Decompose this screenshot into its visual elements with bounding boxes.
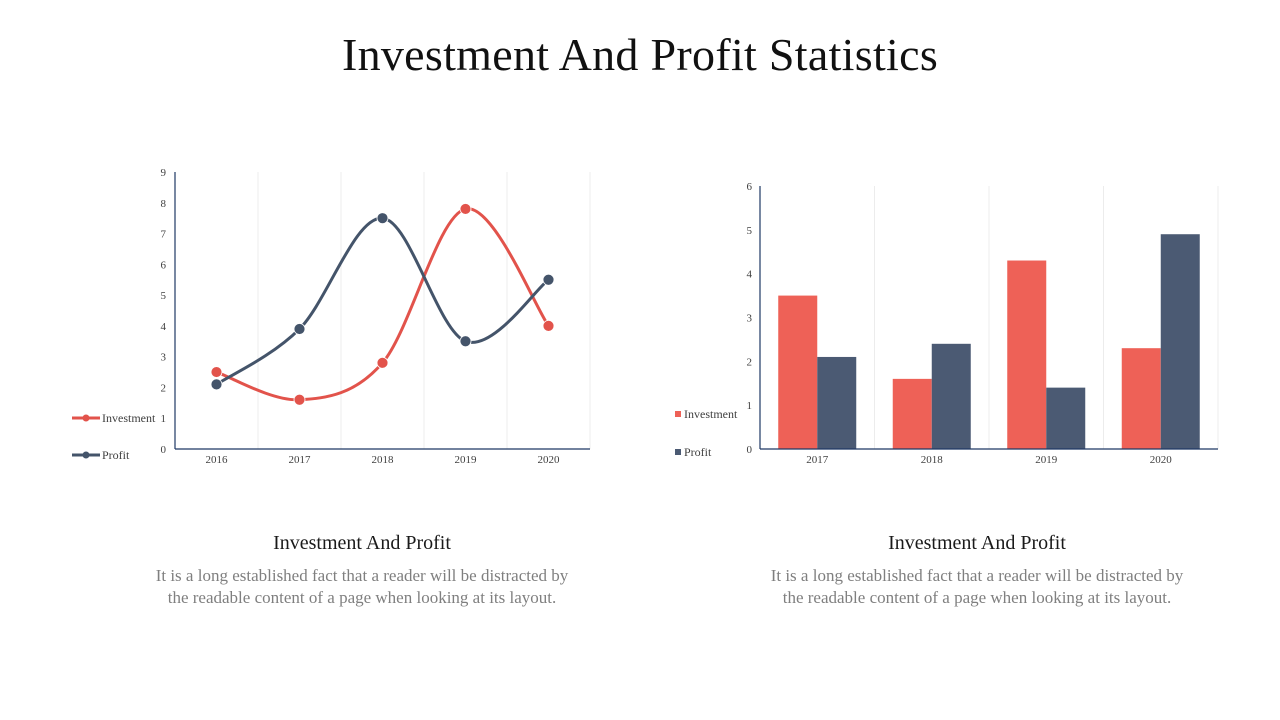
x-tick-label: 2020 <box>1150 454 1173 466</box>
bar-investment <box>1007 260 1047 449</box>
legend-label: Profit <box>102 448 130 462</box>
data-point <box>293 393 306 406</box>
page-title: Investment And Profit Statistics <box>341 29 939 80</box>
data-point <box>210 378 223 391</box>
y-tick-label: 2 <box>747 356 753 368</box>
y-tick-label: 6 <box>747 181 753 193</box>
legend-label: Investment <box>102 411 156 425</box>
y-tick-label: 4 <box>161 321 167 333</box>
legend-marker <box>82 414 90 422</box>
y-tick-label: 0 <box>161 444 167 456</box>
y-tick-label: 0 <box>747 444 753 456</box>
legend-swatch <box>675 411 681 417</box>
bar-investment <box>892 378 932 449</box>
y-tick-label: 4 <box>747 269 753 281</box>
x-tick-label: 2019 <box>455 454 478 466</box>
x-tick-label: 2018 <box>372 454 395 466</box>
y-tick-label: 9 <box>161 167 167 179</box>
caption-body: It is a long established fact that a rea… <box>155 566 569 607</box>
bar-investment <box>778 295 818 449</box>
data-point <box>542 319 555 332</box>
y-tick-label: 1 <box>747 400 753 412</box>
x-tick-label: 2019 <box>1035 454 1058 466</box>
data-point <box>459 335 472 348</box>
bar-profit <box>931 343 971 449</box>
caption-right: Investment And Profit It is a long estab… <box>767 532 1187 609</box>
legend-label: Investment <box>684 407 738 421</box>
data-point <box>210 366 223 378</box>
data-point <box>293 323 306 335</box>
y-tick-label: 5 <box>747 225 753 237</box>
x-tick-label: 2020 <box>538 454 561 466</box>
y-tick-label: 3 <box>747 313 753 325</box>
caption-title: Investment And Profit <box>888 532 1066 554</box>
data-point <box>459 203 472 215</box>
x-tick-label: 2018 <box>921 454 944 466</box>
data-point <box>376 356 389 369</box>
y-tick-label: 7 <box>161 229 167 241</box>
y-tick-label: 5 <box>161 290 167 302</box>
y-tick-label: 1 <box>161 413 167 425</box>
line-chart: 0 1 2 3 4 5 6 7 8 9 2016 2017 2018 2019 2020 Investment… <box>72 167 591 466</box>
bar-chart: 2017 2018 2019 2020 0 1 2 3 4 5 6 Investment Profit <box>675 181 1219 466</box>
caption-left: Investment And Profit It is a long estab… <box>152 532 572 609</box>
bar-investment <box>1121 348 1161 449</box>
y-tick-label: 6 <box>161 259 167 271</box>
y-tick-label: 2 <box>161 382 167 394</box>
caption-body: It is a long established fact that a rea… <box>770 566 1184 607</box>
x-tick-label: 2017 <box>806 454 829 466</box>
data-point <box>376 212 389 225</box>
x-tick-label: 2017 <box>289 454 312 466</box>
bar-profit <box>817 356 857 449</box>
legend-label: Profit <box>684 445 712 459</box>
x-tick-label: 2016 <box>206 454 229 466</box>
bar-profit <box>1046 387 1086 449</box>
data-point <box>542 273 555 286</box>
legend-swatch <box>675 449 681 455</box>
bar-profit <box>1160 234 1200 449</box>
caption-title: Investment And Profit <box>273 532 451 554</box>
series-line-investment <box>215 207 550 402</box>
y-tick-label: 8 <box>161 198 167 210</box>
legend-marker <box>82 451 90 459</box>
y-tick-label: 3 <box>161 352 167 364</box>
